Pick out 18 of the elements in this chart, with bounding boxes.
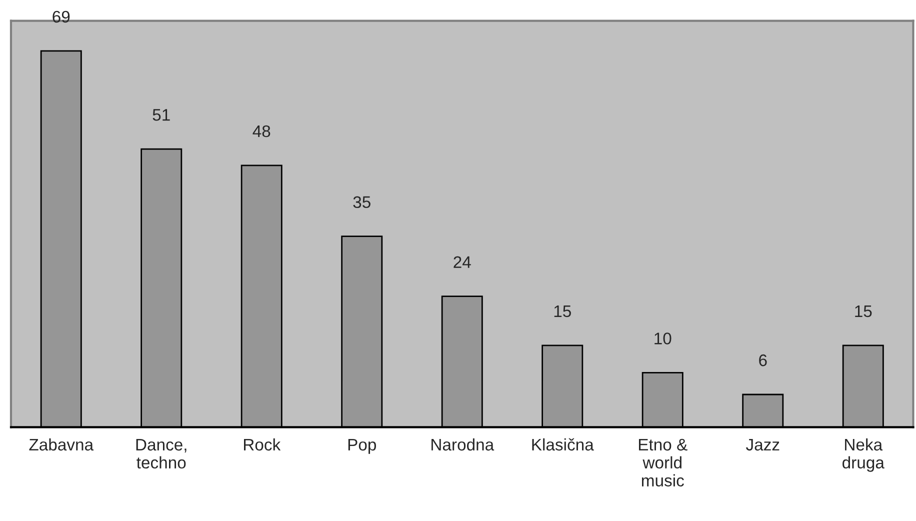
x-tick-label: Zabavna	[29, 438, 94, 451]
data-label: 69	[52, 10, 70, 23]
data-label: 35	[353, 196, 370, 208]
data-label: 48	[252, 125, 270, 138]
data-label: 24	[454, 256, 471, 268]
data-label: 15	[855, 305, 872, 318]
data-label: 6	[759, 354, 767, 366]
x-tick-label: Narodna	[432, 438, 494, 451]
data-label: 15	[554, 305, 571, 318]
data-label: 51	[152, 109, 170, 121]
x-tick-label: Neka druga	[842, 438, 884, 472]
x-tick-label: Dance, techno	[136, 438, 186, 469]
data-label: 10	[654, 332, 672, 344]
x-tick-label: Etno & world music	[638, 438, 688, 486]
x-tick-label: Rock	[244, 438, 281, 451]
x-tick-label: Pop	[348, 438, 376, 454]
x-tick-label: Jazz	[746, 438, 780, 451]
x-tick-label: Klasična	[532, 438, 594, 451]
